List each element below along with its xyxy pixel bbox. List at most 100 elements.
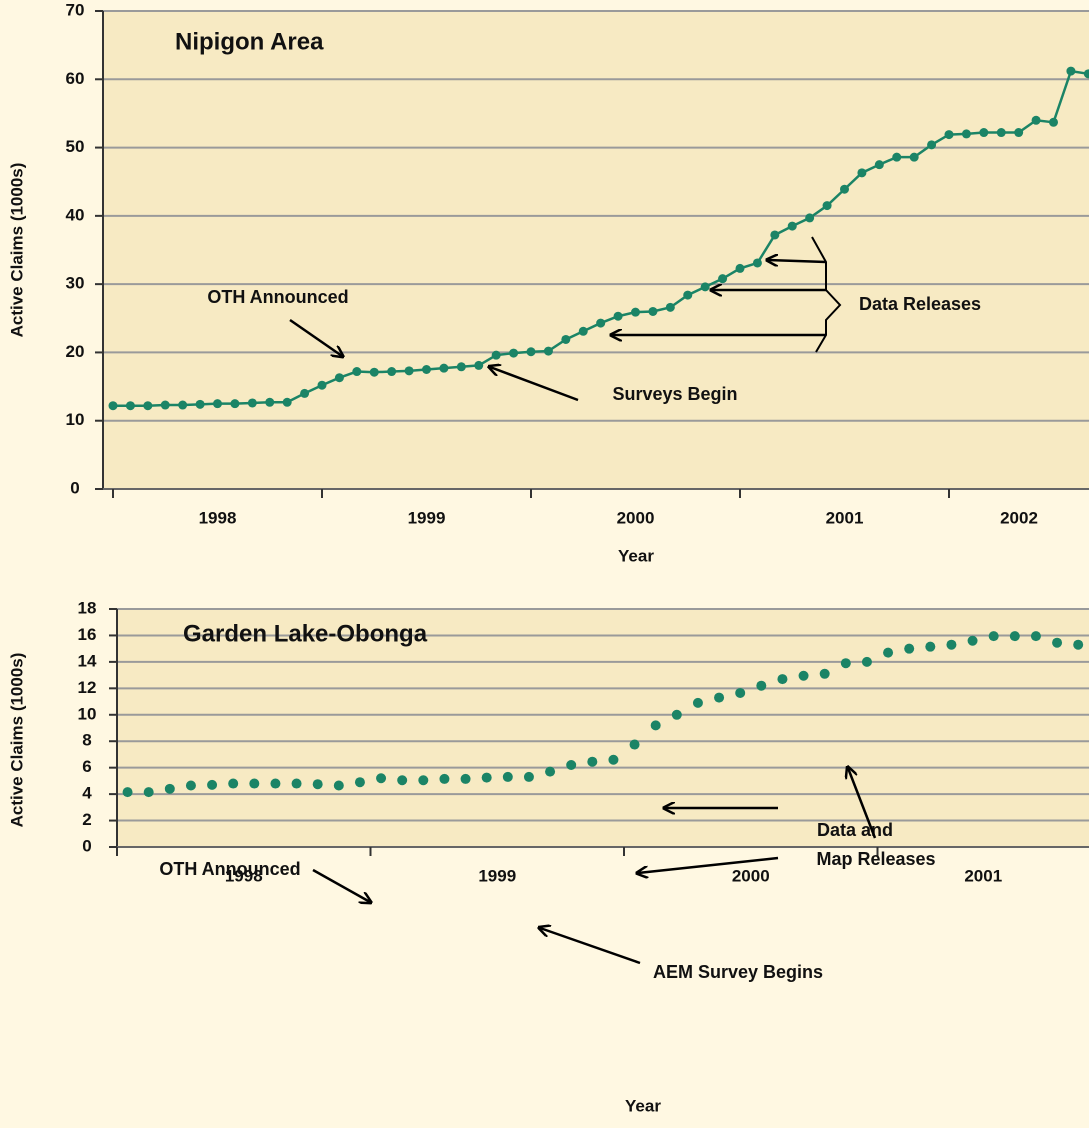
data-point — [925, 641, 936, 652]
data-point — [692, 697, 703, 708]
data-point — [143, 787, 154, 798]
x-tick-label: 2000 — [617, 508, 655, 527]
data-point — [1083, 69, 1089, 79]
annotation: AEM Survey Begins — [653, 962, 823, 982]
data-point — [961, 129, 971, 139]
annotation: OTH Announced — [207, 287, 348, 307]
data-point — [164, 783, 175, 794]
data-point — [317, 380, 327, 390]
data-point — [861, 656, 872, 667]
y-tick-label: 8 — [82, 731, 91, 750]
arrow — [289, 318, 342, 356]
data-point — [566, 760, 577, 771]
data-point — [714, 692, 725, 703]
y-tick-label: 0 — [70, 478, 79, 497]
arrow — [312, 868, 370, 902]
data-point — [561, 334, 571, 344]
y-tick-label: 60 — [66, 69, 85, 88]
x-tick-label: 1999 — [408, 508, 446, 527]
annotation: Data Releases — [859, 294, 981, 314]
data-point — [629, 739, 640, 750]
data-point — [683, 290, 693, 300]
y-tick-label: 70 — [66, 0, 85, 19]
data-point — [543, 346, 553, 356]
data-point — [596, 318, 606, 328]
data-point — [1030, 631, 1041, 642]
x-tick-label: 1999 — [478, 866, 516, 885]
arrow — [638, 856, 779, 873]
x-tick-label: 2001 — [964, 866, 1002, 885]
y-tick-label: 20 — [66, 342, 85, 361]
x-tick-label: 1998 — [199, 508, 237, 527]
y-axis-title: Active Claims (1000s) — [7, 163, 26, 338]
y-tick-label: 4 — [82, 784, 92, 803]
data-point — [418, 775, 429, 786]
y-tick-label: 2 — [82, 810, 91, 829]
data-point — [578, 326, 588, 336]
chart-title: Garden Lake-Obonga — [183, 620, 428, 647]
data-point — [777, 674, 788, 685]
data-point — [439, 363, 449, 373]
data-point — [230, 399, 240, 409]
data-point — [648, 306, 658, 316]
data-point — [481, 772, 492, 783]
data-point — [979, 128, 989, 138]
data-point — [270, 778, 281, 789]
data-point — [756, 680, 767, 691]
data-point — [752, 258, 762, 268]
data-point — [770, 230, 780, 240]
data-point — [665, 302, 675, 312]
data-point — [892, 152, 902, 162]
x-tick-label: 2002 — [1000, 508, 1038, 527]
y-tick-label: 18 — [78, 598, 97, 617]
data-point — [397, 775, 408, 786]
data-point — [996, 128, 1006, 138]
data-point — [819, 668, 830, 679]
y-tick-label: 16 — [78, 625, 97, 644]
data-point — [650, 720, 661, 731]
data-point — [265, 397, 275, 407]
data-point — [822, 201, 832, 211]
data-point — [354, 777, 365, 788]
data-point — [1073, 639, 1084, 650]
data-point — [282, 397, 292, 407]
data-point — [334, 373, 344, 383]
data-point — [927, 140, 937, 150]
plot-area — [103, 11, 1089, 489]
data-point — [787, 221, 797, 231]
data-point — [312, 779, 323, 790]
data-point — [1049, 117, 1058, 127]
data-point — [805, 213, 815, 223]
data-point — [718, 274, 728, 284]
data-point — [1014, 128, 1024, 138]
data-point — [608, 754, 619, 765]
data-point — [160, 400, 170, 410]
annotation: Data and — [817, 820, 893, 840]
data-point — [700, 282, 710, 292]
data-point — [509, 348, 519, 358]
x-tick-label: 2001 — [826, 508, 864, 527]
y-tick-label: 50 — [66, 137, 85, 156]
data-point — [228, 778, 239, 789]
data-point — [300, 388, 310, 398]
arrow — [848, 768, 877, 839]
data-point — [1031, 115, 1041, 125]
data-point — [874, 160, 884, 170]
data-point — [376, 773, 387, 784]
annotation: Surveys Begin — [612, 384, 737, 404]
data-point — [143, 401, 153, 411]
data-point — [883, 647, 894, 658]
data-point — [944, 130, 954, 140]
data-point — [671, 709, 682, 720]
data-point — [195, 399, 205, 409]
data-point — [1052, 637, 1063, 648]
arrow — [768, 260, 827, 262]
annotation: Map Releases — [816, 849, 935, 869]
data-point — [333, 780, 344, 791]
x-axis-title: Year — [618, 546, 654, 565]
data-point — [840, 658, 851, 669]
data-point — [587, 756, 598, 767]
data-point — [613, 311, 623, 321]
y-tick-label: 14 — [78, 651, 97, 670]
